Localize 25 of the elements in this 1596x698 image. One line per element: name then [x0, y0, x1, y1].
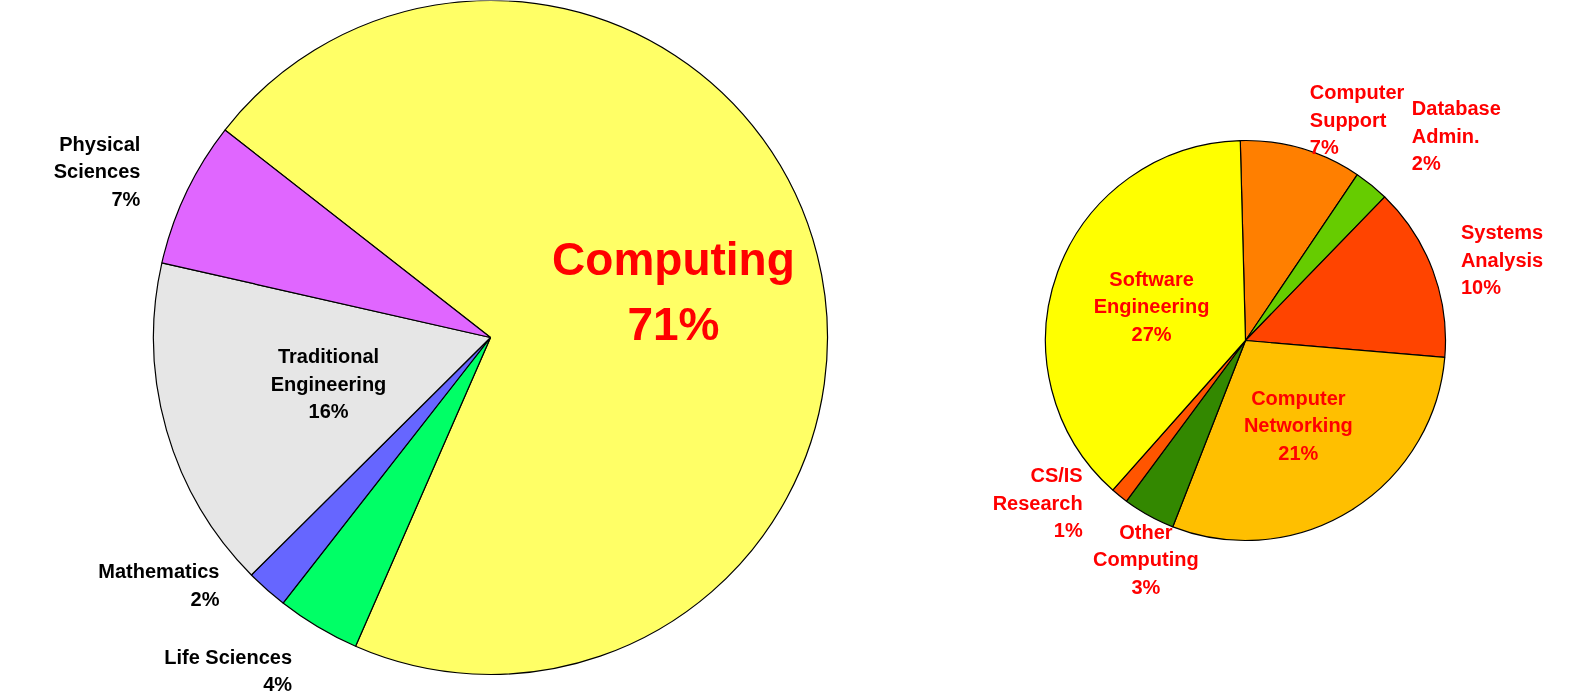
data-label: 2% [1411, 152, 1441, 175]
data-label: 27% [1131, 322, 1172, 345]
data-label: 3% [1131, 575, 1161, 598]
slice-label: Computer Networking [1243, 386, 1353, 437]
slice-label: Mathematics [98, 560, 220, 583]
category-label: Other [1119, 520, 1173, 543]
data-label: 2% [190, 587, 220, 610]
slice-label: Database Admin. [1411, 97, 1501, 147]
slice-label: Physical Sciences [53, 132, 141, 183]
slice-label: Life Sciences [164, 645, 293, 668]
slice-label: Computer Support [1309, 81, 1405, 131]
slice-label: Computing [1093, 548, 1199, 571]
slice-label: Computing [552, 232, 795, 285]
slice-label: Systems Analysis [1460, 221, 1544, 271]
slice-label: Software Engineering [1093, 267, 1210, 318]
slice-label: CS/IS Research [992, 464, 1083, 514]
slice-label: Traditional Engineering [270, 345, 387, 395]
data-label: 71% [627, 297, 720, 350]
data-label: 7% [1309, 136, 1339, 159]
data-label: 21% [1278, 441, 1319, 464]
data-label: 1% [1053, 519, 1083, 542]
data-label: 16% [308, 400, 349, 423]
data-label: 4% [263, 673, 293, 696]
data-label: 10% [1460, 276, 1502, 299]
data-label: 7% [111, 187, 141, 210]
